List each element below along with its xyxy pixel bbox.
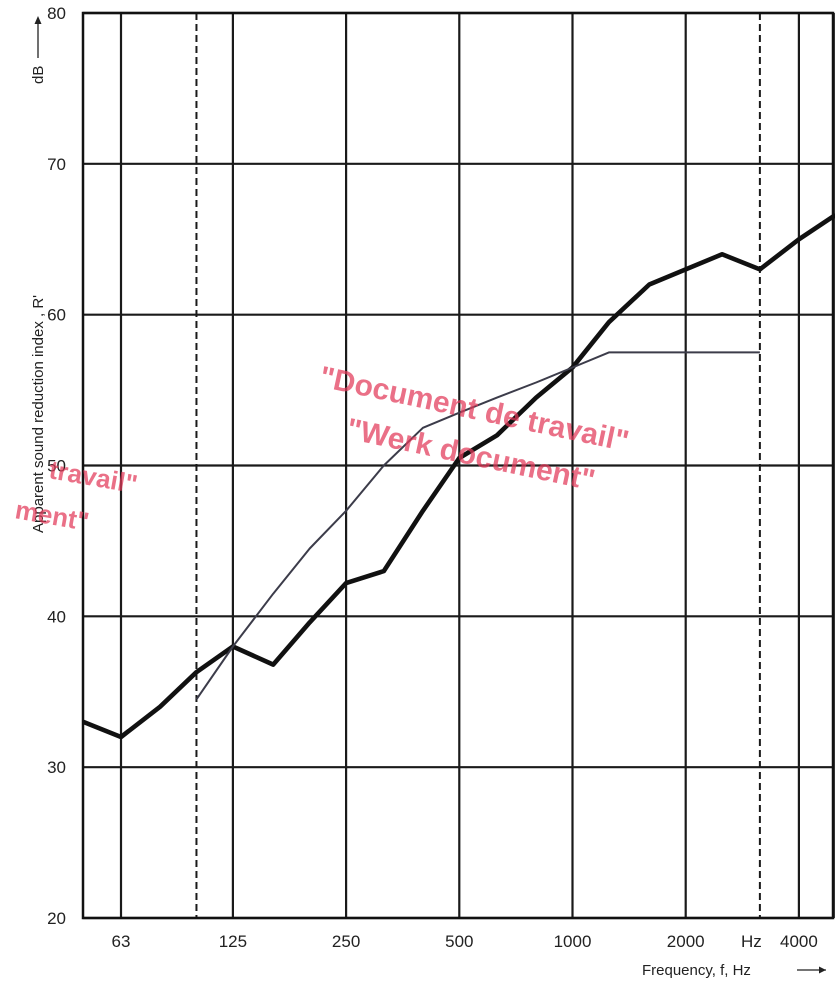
- y-unit-label: dB: [30, 66, 47, 84]
- y-tick-label-70: 70: [47, 155, 66, 174]
- y-tick-labels: 20 30 40 50 60 70 80: [47, 4, 66, 928]
- x-tick-label-1000: 1000: [554, 932, 592, 951]
- x-unit-label: Hz: [741, 932, 762, 951]
- y-tick-label-60: 60: [47, 306, 66, 325]
- series-line-thin: [195, 351, 760, 700]
- x-axis-arrow: [797, 966, 826, 974]
- x-tick-label-125: 125: [219, 932, 247, 951]
- plot-frame: [81, 11, 835, 920]
- y-tick-label-20: 20: [47, 909, 66, 928]
- y-axis-arrow: [34, 16, 42, 58]
- x-tick-label-4000: 4000: [780, 932, 818, 951]
- x-tick-labels: 63 125 250 500 1000 2000 4000: [112, 932, 818, 951]
- series-line-thick: [82, 213, 835, 740]
- dashed-reference-lines: [195, 13, 761, 918]
- series-lines: [82, 213, 835, 740]
- x-tick-label-500: 500: [445, 932, 473, 951]
- grid-lines: [83, 11, 835, 920]
- y-tick-label-40: 40: [47, 607, 66, 626]
- x-tick-label-2000: 2000: [667, 932, 705, 951]
- x-tick-label-250: 250: [332, 932, 360, 951]
- x-tick-label-63: 63: [112, 932, 131, 951]
- y-tick-label-50: 50: [47, 457, 66, 476]
- x-axis-title: Frequency, f, Hz: [642, 962, 751, 979]
- y-tick-label-30: 30: [47, 758, 66, 777]
- y-axis-title: Apparent sound reduction index , R': [30, 295, 47, 533]
- y-tick-label-80: 80: [47, 4, 66, 23]
